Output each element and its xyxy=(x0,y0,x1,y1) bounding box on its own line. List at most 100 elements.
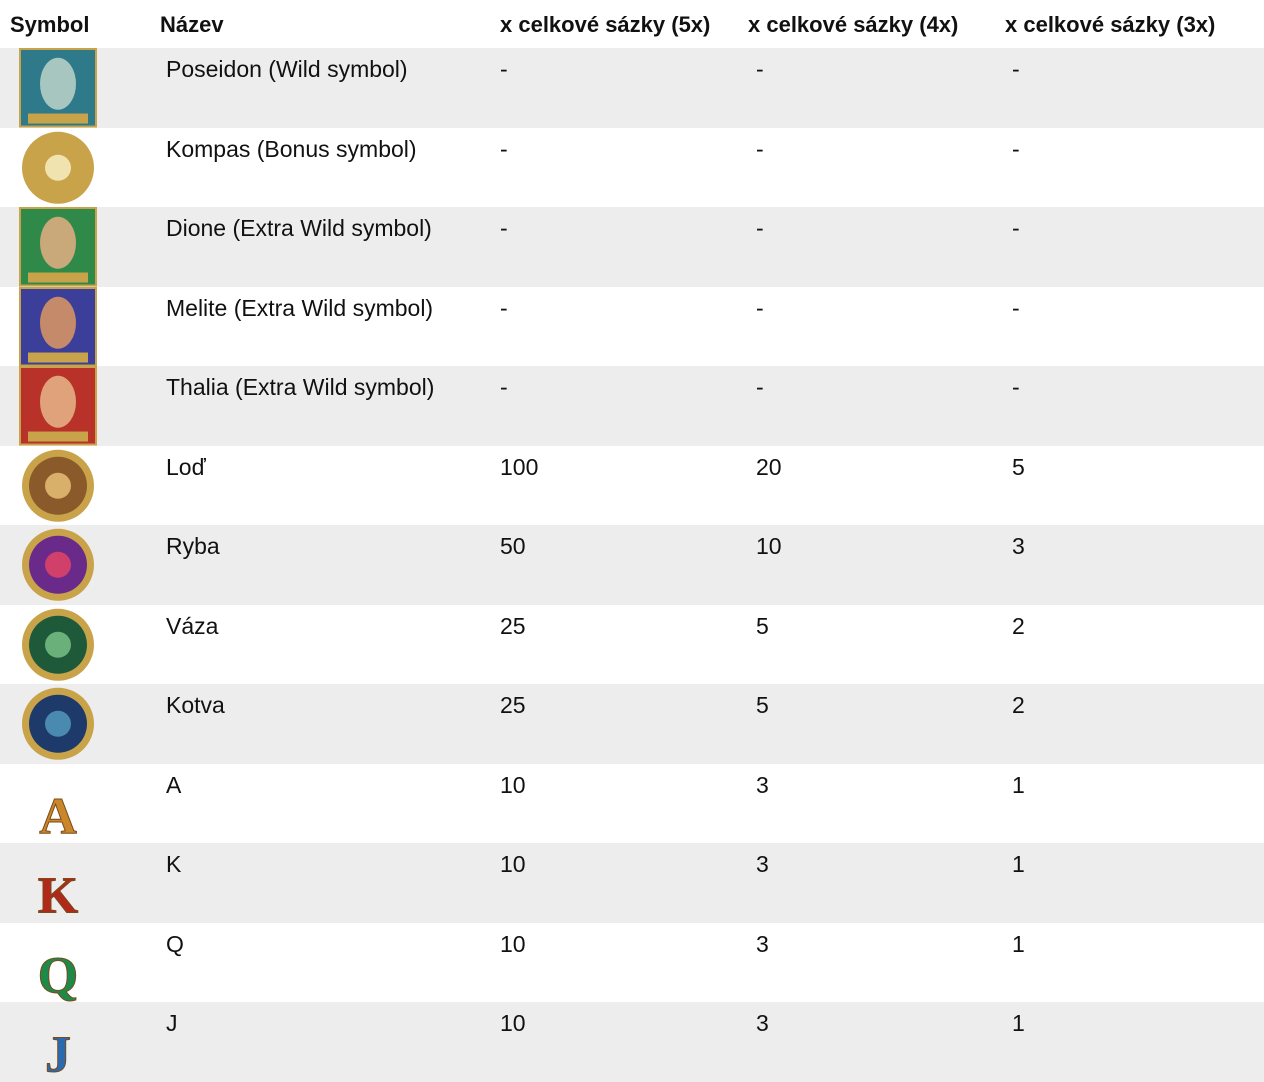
payout-value: 25 xyxy=(500,612,526,639)
icon-center xyxy=(45,631,71,658)
symbol-icon xyxy=(22,449,94,522)
symbol-name: K xyxy=(166,851,182,878)
table-row: Loď 100 20 5 xyxy=(0,446,1264,526)
icon-figure xyxy=(40,57,76,110)
payout-value: - xyxy=(500,374,508,401)
payout-value: - xyxy=(500,56,508,82)
payout-value: 100 xyxy=(500,453,539,480)
symbol-name: Q xyxy=(166,930,184,957)
symbol-name: Ryba xyxy=(166,533,220,560)
column-header: Symbol xyxy=(10,12,90,37)
payout-value: 3 xyxy=(756,851,769,878)
icon-center xyxy=(45,472,71,499)
payout-value: 10 xyxy=(500,1010,526,1037)
symbol-name: Thalia (Extra Wild symbol) xyxy=(166,374,435,401)
payout-value: 50 xyxy=(500,533,526,560)
icon-banner xyxy=(28,113,88,124)
icon-figure xyxy=(40,375,76,428)
symbol-icon: A xyxy=(39,788,78,843)
icon-figure xyxy=(40,216,76,269)
symbol-name: Poseidon (Wild symbol) xyxy=(166,56,408,82)
payout-value: 1 xyxy=(1012,1010,1025,1037)
symbol-icon xyxy=(19,286,97,367)
icon-banner xyxy=(28,352,88,363)
symbol-icon xyxy=(19,207,97,287)
table-row: Melite (Extra Wild symbol) - - - xyxy=(0,286,1264,367)
payout-value: - xyxy=(500,294,508,321)
symbol-name: Kompas (Bonus symbol) xyxy=(166,135,417,162)
symbol-icon xyxy=(22,688,94,761)
table-row: Poseidon (Wild symbol) - - - xyxy=(0,48,1264,128)
payout-value: - xyxy=(756,56,764,82)
column-header: x celkové sázky (3x) xyxy=(1005,12,1216,37)
icon-center xyxy=(45,711,71,738)
payout-value: 2 xyxy=(1012,692,1025,719)
symbol-name: Dione (Extra Wild symbol) xyxy=(166,215,432,242)
payout-value: 2 xyxy=(1012,612,1025,639)
symbol-name: J xyxy=(166,1010,178,1037)
payout-value: - xyxy=(1012,294,1020,321)
payout-value: - xyxy=(1012,56,1020,82)
table-row: Ryba 50 10 3 xyxy=(0,525,1264,605)
payout-value: 10 xyxy=(756,533,782,560)
icon-letter: A xyxy=(39,788,77,843)
payout-value: 3 xyxy=(756,771,769,798)
symbol-icon: K xyxy=(37,867,79,923)
payout-value: 1 xyxy=(1012,771,1025,798)
payout-value: 3 xyxy=(1012,533,1025,560)
payout-value: - xyxy=(1012,135,1020,162)
column-header: Název xyxy=(160,12,224,37)
icon-center xyxy=(45,154,71,181)
payout-value: - xyxy=(1012,215,1020,242)
column-header: x celkové sázky (5x) xyxy=(500,12,711,37)
table-row: Q Q 10 3 1 xyxy=(0,923,1264,1003)
payout-value: - xyxy=(500,215,508,242)
symbol-name: Kotva xyxy=(166,692,225,719)
symbol-name: A xyxy=(166,771,182,798)
icon-letter: Q xyxy=(38,947,78,1002)
table-row: Váza 25 5 2 xyxy=(0,605,1264,685)
table-row: K K 10 3 1 xyxy=(0,843,1264,923)
symbol-icon xyxy=(19,366,97,446)
table-row: Kompas (Bonus symbol) - - - xyxy=(0,128,1264,208)
payout-value: - xyxy=(756,374,764,401)
symbol-icon xyxy=(22,528,94,601)
icon-banner xyxy=(28,272,88,283)
table-row: Kotva 25 5 2 xyxy=(0,684,1264,764)
icon-letter: K xyxy=(38,868,79,923)
payout-value: 5 xyxy=(756,612,769,639)
icon-figure xyxy=(40,296,76,349)
table-row: Dione (Extra Wild symbol) - - - xyxy=(0,207,1264,287)
symbol-name: Melite (Extra Wild symbol) xyxy=(166,294,434,321)
symbol-name: Loď xyxy=(166,453,206,480)
payout-value: - xyxy=(756,294,764,321)
symbol-name: Váza xyxy=(166,612,219,639)
table-row: A A 10 3 1 xyxy=(0,764,1264,844)
payout-value: - xyxy=(500,135,508,162)
payout-value: 3 xyxy=(756,1010,769,1037)
payout-value: 1 xyxy=(1012,851,1025,878)
payout-value: - xyxy=(756,135,764,162)
payout-value: 10 xyxy=(500,930,526,957)
icon-center xyxy=(45,551,71,578)
payout-value: - xyxy=(756,215,764,242)
table-row: J J 10 3 1 xyxy=(0,1002,1264,1082)
payout-value: 1 xyxy=(1012,930,1025,957)
symbol-icon xyxy=(22,608,94,681)
payout-value: 25 xyxy=(500,692,526,719)
column-header: x celkové sázky (4x) xyxy=(748,12,959,37)
payout-value: 5 xyxy=(1012,453,1025,480)
symbol-icon xyxy=(22,131,94,204)
symbol-icon: J xyxy=(45,1026,72,1082)
symbol-icon: Q xyxy=(37,947,78,1002)
payout-value: 3 xyxy=(756,930,769,957)
payout-value: 20 xyxy=(756,453,782,480)
payout-value: - xyxy=(1012,374,1020,401)
table-row: Thalia (Extra Wild symbol) - - - xyxy=(0,366,1264,446)
icon-letter: J xyxy=(45,1027,71,1082)
icon-banner xyxy=(28,431,88,442)
payout-value: 10 xyxy=(500,771,526,798)
symbol-icon xyxy=(19,48,97,128)
payout-value: 10 xyxy=(500,851,526,878)
